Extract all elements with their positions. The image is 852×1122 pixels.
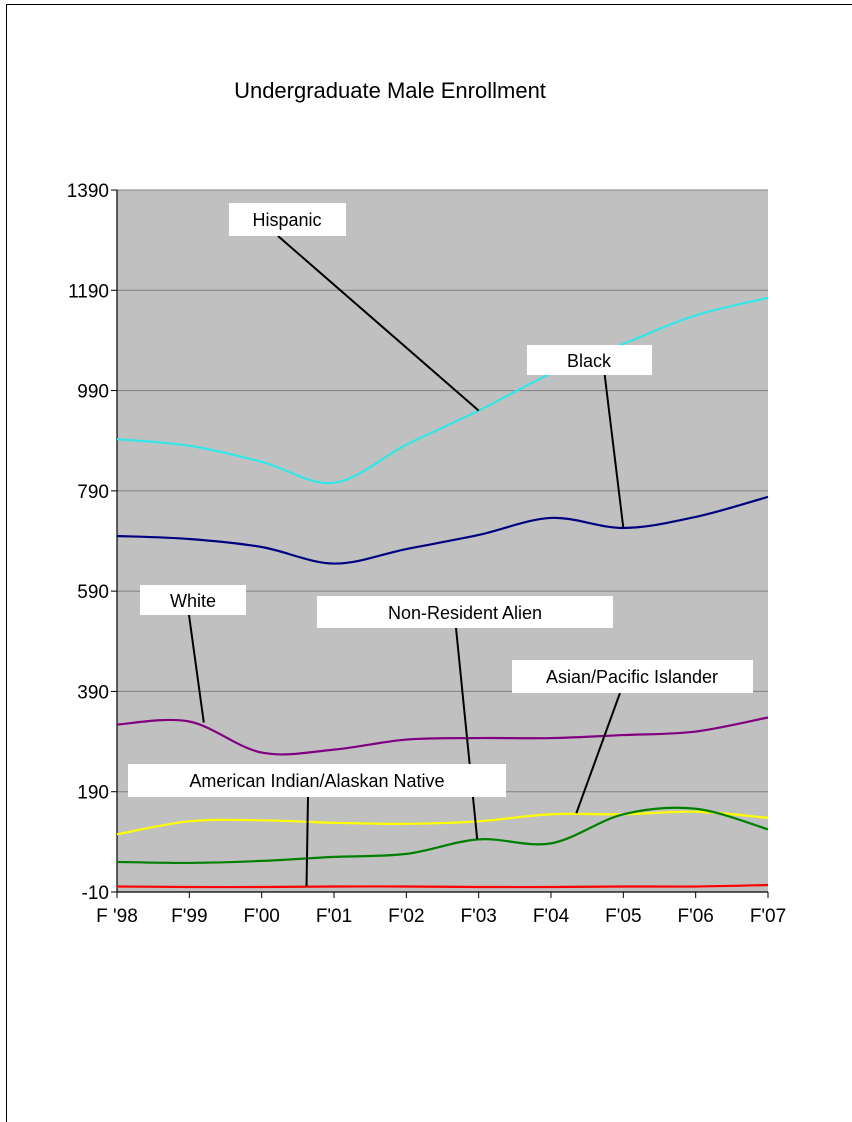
series-line-non-resident-alien: [116, 806, 769, 865]
x-tick-label: F'99: [171, 906, 207, 927]
x-tick-label: F'01: [316, 906, 352, 927]
y-tick-label: 590: [77, 582, 109, 603]
callout-label-white: White: [170, 591, 216, 611]
y-tick-label: 990: [77, 382, 109, 403]
x-tick-label: F'05: [605, 906, 641, 927]
y-tick-label: 190: [77, 783, 109, 804]
callout-box-white: [140, 585, 246, 615]
x-tick-label: F'03: [460, 906, 496, 927]
chart-title: Undergraduate Male Enrollment: [234, 78, 546, 103]
callout-leader-non-resident-alien: [455, 627, 479, 840]
callout-box-american-indian-alaskan-native: [128, 764, 506, 797]
y-tick-label: -10: [82, 883, 109, 904]
callout-leader-hispanic: [277, 235, 480, 412]
y-tick-label: 1190: [68, 281, 109, 302]
y-tick-label: 390: [77, 682, 109, 703]
y-tick-label: 790: [77, 482, 109, 503]
x-tick-label: F'06: [677, 906, 713, 927]
y-tick-label: 1390: [67, 181, 109, 202]
axes: -10 190 390 590 790 990 1190 1390 F '98 F'99 F'00 F…: [67, 181, 786, 927]
series-line-hispanic: [116, 296, 769, 485]
callout-box-black: [527, 345, 652, 375]
callout-leader-black: [602, 360, 625, 529]
callout-leader-white: [188, 614, 205, 723]
x-tick-label: F '98: [96, 906, 138, 927]
series-line-black: [116, 495, 769, 565]
callout-label-hispanic: Hispanic: [252, 210, 321, 230]
callout-label-black: Black: [567, 351, 612, 371]
callout-box-hispanic: [229, 203, 346, 236]
callout-box-non-resident-alien: [317, 596, 613, 628]
callout-label-non-resident-alien: Non-Resident Alien: [388, 603, 542, 623]
series-line-asian-pacific-islander: [116, 810, 769, 836]
callout-leader-american-indian-alaskan-native: [305, 796, 309, 887]
x-tick-label: F'00: [243, 906, 279, 927]
series-lines: [116, 296, 769, 889]
callout-label-american-indian-alaskan-native: American Indian/Alaskan Native: [189, 771, 444, 791]
series-line-white: [116, 716, 769, 756]
callout-box-asian-pacific-islander: [512, 660, 753, 693]
callout-leader-asian-pacific-islander: [575, 692, 621, 814]
chart-frame: [6, 4, 852, 1122]
series-line-american-indian-alaskan-native: [116, 883, 769, 889]
callouts: Hispanic Black White Non-Resident Alien Asia…: [128, 203, 753, 887]
x-tick-label: F'04: [533, 906, 570, 927]
callout-label-asian-pacific-islander: Asian/Pacific Islander: [546, 667, 718, 687]
x-tick-label: F'07: [750, 906, 786, 927]
x-tick-label: F'02: [388, 906, 424, 927]
